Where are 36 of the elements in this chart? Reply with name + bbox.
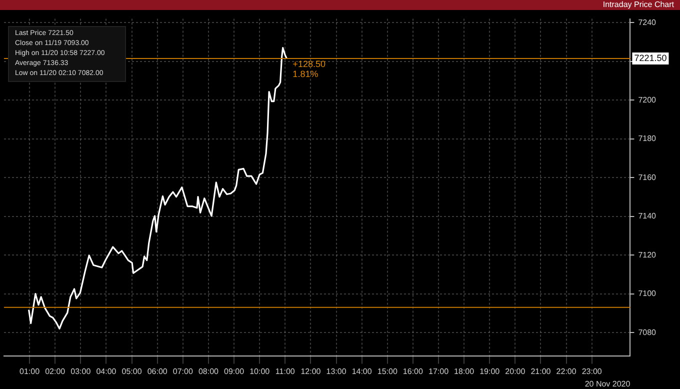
y-tick-label: 7240	[638, 18, 657, 27]
x-tick-label: 12:00	[300, 366, 322, 376]
x-axis-title: 20 Nov 2020	[584, 379, 631, 388]
x-tick-label: 10:00	[250, 366, 270, 376]
x-tick-label: 23:00	[582, 366, 602, 376]
x-tick-label: 21:00	[530, 366, 552, 376]
annotation: 1.81%	[292, 68, 318, 79]
x-tick-label: 19:00	[480, 366, 500, 376]
x-tick-label: 02:00	[45, 366, 66, 376]
x-tick-label: 06:00	[147, 366, 168, 376]
y-tick-label: 7200	[638, 95, 657, 104]
x-tick-label: 07:00	[172, 366, 194, 376]
x-tick-label: 16:00	[402, 366, 424, 376]
x-tick-label: 15:00	[377, 366, 398, 376]
y-tick-label: 7180	[638, 134, 657, 144]
x-tick-label: 18:00	[454, 366, 475, 376]
y-tick-label: 7100	[638, 289, 657, 298]
y-tick-label: 7160	[638, 172, 657, 182]
x-tick-label: 04:00	[96, 366, 117, 376]
x-tick-label: 09:00	[224, 366, 245, 376]
x-tick-label: 11:00	[275, 366, 296, 376]
x-tick-label: 03:00	[70, 366, 92, 376]
y-tick-label: 7080	[638, 328, 657, 337]
x-tick-label: 22:00	[556, 366, 577, 376]
x-tick-label: 14:00	[352, 366, 372, 376]
ref-line-label: 7221.50	[634, 52, 667, 63]
x-tick-label: 08:00	[198, 366, 220, 376]
x-tick-label: 05:00	[122, 366, 142, 376]
x-tick-label: 01:00	[20, 366, 40, 376]
x-tick-label: 13:00	[326, 366, 347, 376]
annotation: +128.50	[292, 58, 326, 69]
chart-title: Intraday Price Chart	[0, 0, 680, 10]
x-tick-label: 17:00	[428, 366, 450, 376]
y-tick-label: 7140	[638, 212, 657, 221]
y-tick-label: 7120	[638, 250, 657, 260]
x-tick-label: 20:00	[505, 366, 526, 376]
